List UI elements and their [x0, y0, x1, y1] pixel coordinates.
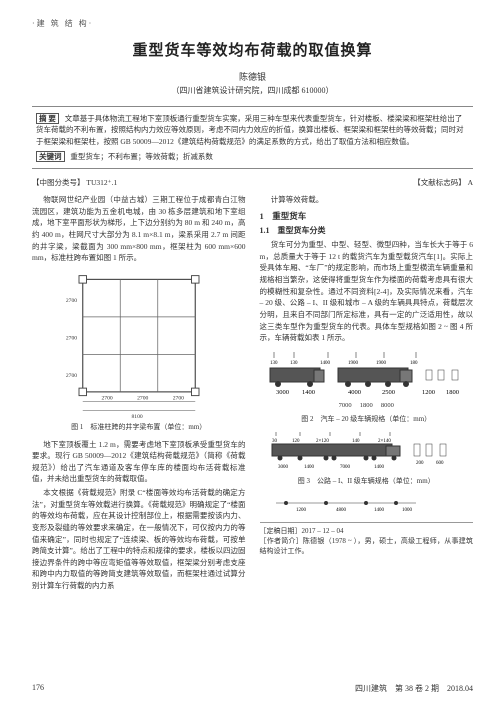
figure-3-svg: 30 120 2×120 140 2×140 200 — [266, 430, 466, 470]
keywords-text: 重型货车；不利布置；等效荷载；折减系数 — [70, 152, 213, 161]
footnote-date: ［定稿日期］2017 – 12 – 04 — [260, 527, 474, 537]
svg-text:2×120: 2×120 — [316, 439, 329, 444]
svg-text:1800: 1800 — [446, 389, 459, 396]
fig2-bot-label: 1800 — [360, 402, 373, 409]
footnote-block: ［定稿日期］2017 – 12 – 04 ［作者简介］陈德银（1978 ~ ），… — [260, 522, 474, 556]
fig2-bot-label: 7000 — [339, 402, 352, 409]
fig2-bot-label: 8000 — [381, 402, 394, 409]
left-column: 物联网世纪产业园（中益古城）三期工程位于成都青白江物流园区，建筑功能为五金机电城… — [32, 194, 246, 594]
svg-text:2700: 2700 — [66, 373, 77, 379]
abstract-text: 文章基于具体物流工程地下室顶板通行重型货车实案，采用三种车型来代表重型货车，针对… — [36, 114, 464, 146]
svg-text:1400: 1400 — [304, 465, 315, 470]
figure-1-svg: 2700 2700 2700 8100 2700 2700 2700 — [64, 270, 214, 420]
keywords-label: 关键词 — [36, 151, 65, 162]
body-paragraph: 计算等效荷载。 — [260, 194, 474, 206]
footnote-author: ［作者简介］陈德银（1978 ~ ），男，硕士，高级工程师，从事建筑结构设计工作… — [260, 537, 474, 557]
svg-text:3000: 3000 — [276, 389, 289, 396]
svg-text:4800: 4800 — [336, 508, 347, 513]
svg-text:600: 600 — [436, 461, 444, 466]
journal-info: 四川建筑 第 38 卷 2 期 2018.04 — [355, 683, 473, 694]
svg-text:2700: 2700 — [173, 395, 184, 401]
svg-text:180: 180 — [410, 361, 418, 366]
figure-2-caption: 图 2 汽车 – 20 级车辆规格（单位：mm） — [260, 414, 474, 425]
svg-text:1200: 1200 — [422, 389, 435, 396]
svg-text:130: 130 — [290, 361, 298, 366]
svg-text:200: 200 — [416, 461, 424, 466]
svg-text:130: 130 — [270, 361, 278, 366]
svg-text:1400: 1400 — [302, 389, 315, 396]
svg-text:30: 30 — [272, 439, 278, 444]
subsection-heading-1-1: 1.1 重型货车分类 — [260, 225, 474, 237]
svg-text:2700: 2700 — [66, 335, 77, 341]
svg-text:3000: 3000 — [278, 465, 289, 470]
abstract-block: 摘 要 文章基于具体物流工程地下室顶板通行重型货车实案，采用三种车型来代表重型货… — [32, 106, 473, 169]
svg-text:1400: 1400 — [320, 361, 331, 366]
header-section-tag: ·建 筑 结 构· — [32, 18, 473, 29]
svg-text:2×140: 2×140 — [378, 439, 391, 444]
svg-text:8100: 8100 — [131, 414, 142, 420]
figure-1-caption: 图 1 标准柱跨的井字梁布置（单位：mm） — [32, 422, 246, 433]
figure-2-svg: 130 130 1400 1900 1900 180 — [266, 350, 466, 398]
svg-text:1200: 1200 — [296, 508, 307, 513]
svg-text:2500: 2500 — [382, 389, 395, 396]
body-paragraph: 本文根据《荷载规范》附录 C“楼面等效均布活荷载的确定方法”，对重型货车等效载进… — [32, 487, 246, 592]
svg-text:2700: 2700 — [137, 395, 148, 401]
figure-4-svg: 1200 4800 1400 1000 — [266, 493, 466, 513]
figure-1: 2700 2700 2700 8100 2700 2700 2700 图 1 标… — [32, 270, 246, 433]
classification-row: 【中图分类号】 TU312⁺.1 【文献标志码】 A — [32, 177, 473, 188]
svg-text:1000: 1000 — [402, 508, 413, 513]
author-affiliation: （四川省建筑设计研究院，四川成都 610000） — [32, 85, 473, 96]
figure-3-caption: 图 3 公路 – I、II 级车辆规格（单位：mm） — [260, 476, 474, 487]
page-number: 176 — [32, 683, 44, 694]
svg-text:140: 140 — [352, 439, 360, 444]
article-title: 重型货车等效均布荷载的取值换算 — [32, 39, 473, 60]
svg-text:1900: 1900 — [348, 361, 359, 366]
svg-text:1400: 1400 — [374, 508, 385, 513]
svg-text:1400: 1400 — [374, 465, 385, 470]
abstract-label: 摘 要 — [36, 113, 59, 124]
svg-text:7000: 7000 — [340, 465, 351, 470]
svg-text:4000: 4000 — [348, 389, 361, 396]
figure-4: 1200 4800 1400 1000 — [260, 493, 474, 517]
author-name: 陈德银 — [32, 70, 473, 83]
figure-3: 30 120 2×120 140 2×140 200 — [260, 430, 474, 486]
section-heading-1: 1 重型货车 — [260, 210, 474, 223]
document-code: 【文献标志码】 A — [413, 177, 473, 188]
page-footer: 176 四川建筑 第 38 卷 2 期 2018.04 — [32, 683, 473, 694]
svg-text:2700: 2700 — [66, 298, 77, 304]
figure-2: 130 130 1400 1900 1900 180 — [260, 350, 474, 425]
classification-code: 【中图分类号】 TU312⁺.1 — [32, 177, 117, 188]
svg-text:1900: 1900 — [376, 361, 387, 366]
right-column: 计算等效荷载。 1 重型货车 1.1 重型货车分类 货车可分为重型、中型、轻型、… — [260, 194, 474, 594]
body-paragraph: 货车可分为重型、中型、轻型、微型四种，当车长大于等于 6 m，总质量大于等于 1… — [260, 239, 474, 344]
body-paragraph: 物联网世纪产业园（中益古城）三期工程位于成都青白江物流园区，建筑功能为五金机电城… — [32, 194, 246, 264]
svg-text:120: 120 — [292, 439, 300, 444]
body-paragraph: 地下室顶板覆土 1.2 m，需要考虑地下室顶板承受重型货车的要求。现行 GB 5… — [32, 439, 246, 486]
svg-text:2700: 2700 — [101, 395, 112, 401]
